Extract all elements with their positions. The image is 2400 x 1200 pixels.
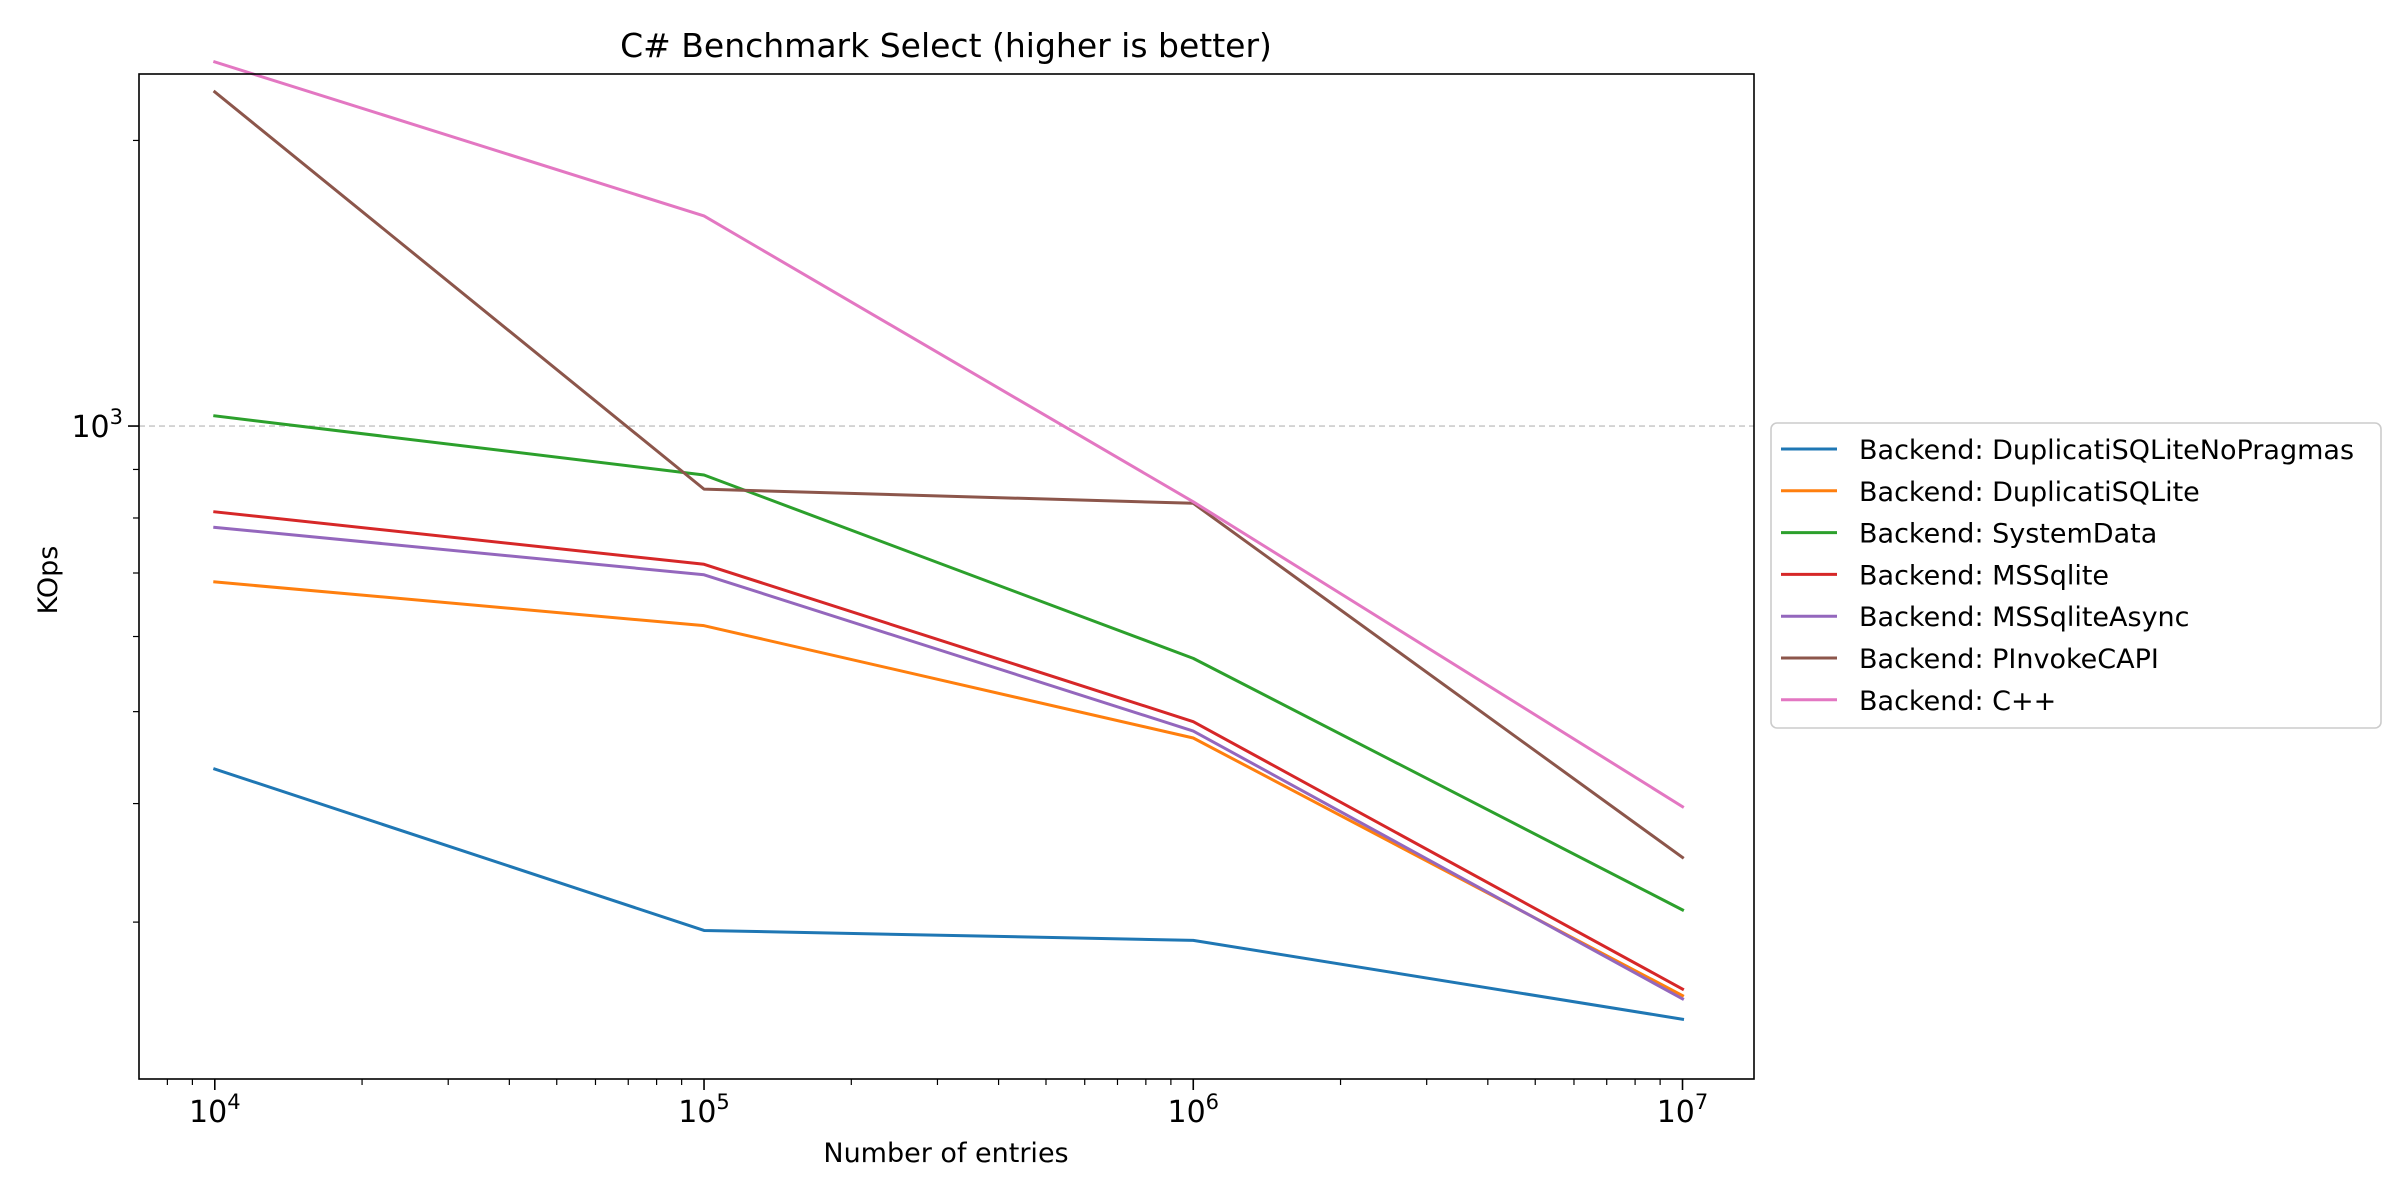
tick-layer: 104 105 106 107 103	[71, 139, 1709, 1130]
legend-label-1: Backend: DuplicatiSQLite	[1859, 477, 2200, 508]
series-layer	[212, 60, 1685, 1021]
legend-label-0: Backend: DuplicatiSQLiteNoPragmas	[1859, 435, 2354, 466]
series-line-0	[212, 767, 1685, 1021]
series-line-1	[213, 580, 1685, 998]
series-line-5	[212, 89, 1685, 860]
x-tick-label: 105	[678, 1090, 730, 1130]
x-tick-label: 104	[189, 1090, 241, 1130]
legend-label-3: Backend: MSSqlite	[1859, 560, 2109, 591]
legend-label-6: Backend: C++	[1859, 686, 2056, 717]
legend: Backend: DuplicatiSQLiteNoPragmas Backend…	[1770, 422, 2382, 729]
y-axis-label: KOps	[33, 546, 64, 615]
x-axis-label: Number of entries	[823, 1138, 1068, 1169]
legend-label-5: Backend: PInvokeCAPI	[1859, 644, 2159, 675]
legend-label-2: Backend: SystemData	[1859, 519, 2157, 550]
legend-label-4: Backend: MSSqliteAsync	[1859, 602, 2190, 633]
series-line-4	[213, 525, 1685, 1001]
series-line-2	[213, 414, 1685, 912]
series-line-6	[212, 60, 1685, 809]
y-tick-label: 103	[71, 405, 123, 445]
plot-area-frame	[138, 73, 1755, 1080]
chart-title: C# Benchmark Select (higher is better)	[620, 26, 1272, 65]
x-tick-label: 107	[1657, 1090, 1709, 1130]
legend-frame	[1770, 422, 2382, 729]
x-tick-label: 106	[1167, 1090, 1219, 1130]
series-line-3	[213, 510, 1685, 992]
